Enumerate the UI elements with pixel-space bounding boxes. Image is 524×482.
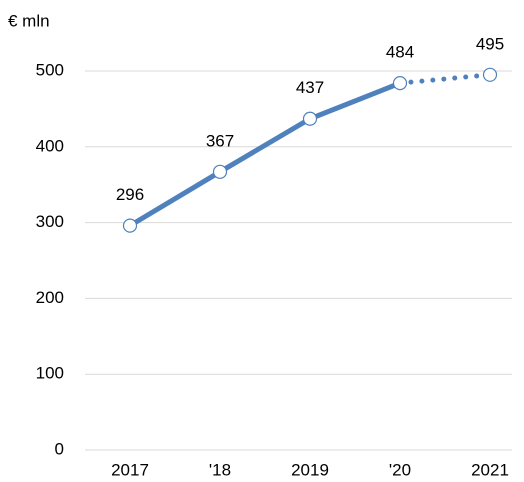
x-tick-label: 2019: [291, 460, 329, 479]
point: [122, 218, 138, 233]
y-tick-label: 300: [36, 212, 64, 231]
y-axis-label: € mln: [8, 11, 50, 30]
x-tick-label: '20: [389, 460, 411, 479]
value-label: 484: [386, 43, 414, 62]
y-tick-label: 500: [36, 60, 64, 79]
x-tick-label: 2017: [111, 460, 149, 479]
value-label: 437: [296, 78, 324, 97]
point: [302, 111, 318, 126]
y-tick-label: 0: [55, 439, 64, 458]
value-label: 495: [476, 34, 504, 53]
y-tick-label: 200: [36, 288, 64, 307]
value-label: 296: [116, 185, 144, 204]
value-label: 367: [206, 131, 234, 150]
y-tick-label: 100: [36, 364, 64, 383]
point: [482, 67, 498, 82]
x-tick-label: 2021: [471, 460, 509, 479]
x-tick-label: '18: [209, 460, 231, 479]
point: [392, 76, 408, 91]
line: [127, 80, 403, 229]
y-tick-label: 400: [36, 136, 64, 155]
dotted-line: [397, 72, 493, 86]
point: [212, 164, 228, 179]
